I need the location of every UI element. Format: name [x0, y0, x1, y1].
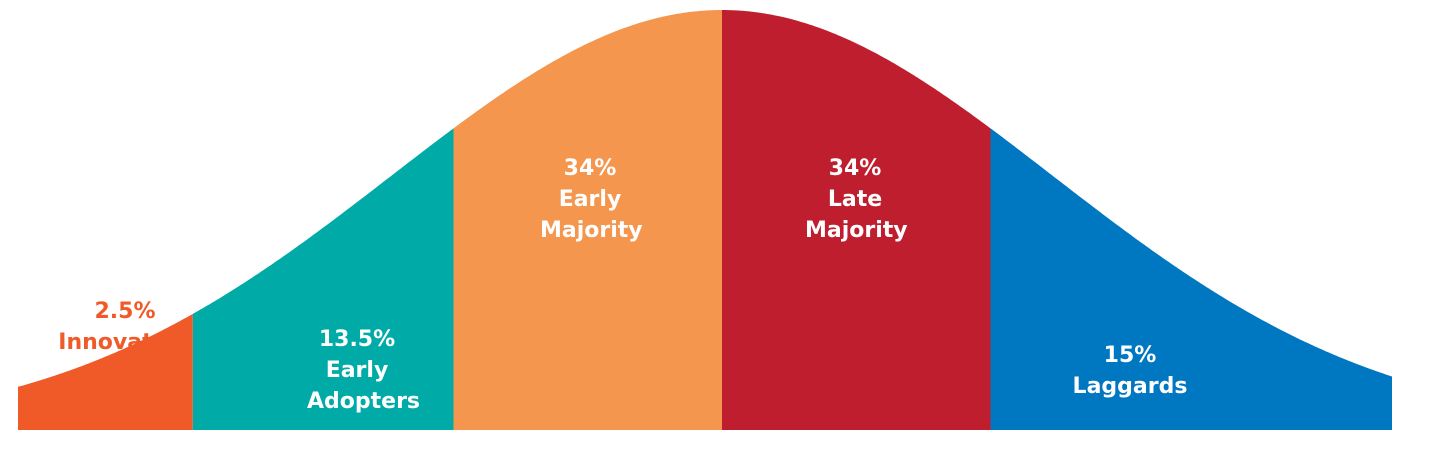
- value-label: 15%: [1103, 343, 1157, 368]
- segment: [990, 128, 1392, 430]
- category-label: Late Majority: [805, 187, 908, 243]
- segment-label: 34% Early Majority: [515, 153, 665, 246]
- segment: [722, 10, 991, 430]
- value-label: 34%: [828, 156, 882, 181]
- category-label: Laggards: [1072, 374, 1188, 399]
- category-label: Early Adopters: [307, 358, 421, 414]
- segment-label: 2.5% Innovators: [50, 296, 200, 358]
- value-label: 13.5%: [318, 327, 396, 352]
- segment-label: 15% Laggards: [1055, 340, 1205, 402]
- segment-label: 34% Late Majority: [780, 153, 930, 246]
- value-label: 34%: [563, 156, 617, 181]
- category-label: Innovators: [58, 330, 192, 355]
- segment-label: 13.5% Early Adopters: [282, 324, 432, 417]
- segment: [453, 10, 722, 430]
- category-label: Early Majority: [540, 187, 643, 243]
- value-label: 2.5%: [94, 299, 156, 324]
- segment: [192, 128, 454, 430]
- segment: [18, 313, 193, 430]
